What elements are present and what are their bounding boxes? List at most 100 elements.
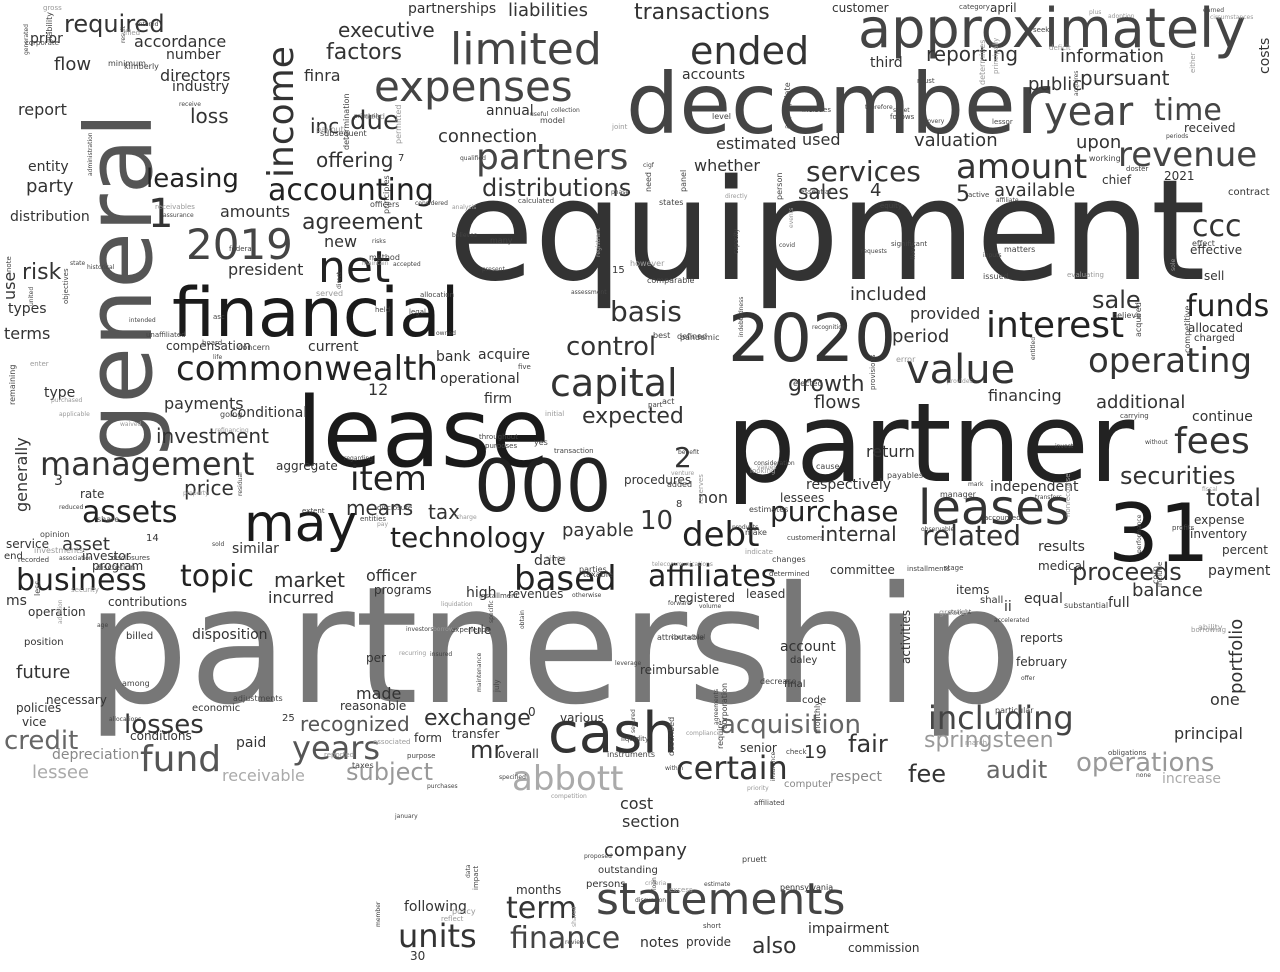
word-compensation: compensation	[166, 339, 251, 353]
word-partner: partner	[726, 379, 1135, 507]
word-small: shared	[571, 906, 578, 927]
word-ms: ms	[6, 593, 27, 609]
word-persons: persons	[586, 879, 626, 890]
word-revenues: revenues	[508, 587, 564, 601]
word-small: best	[653, 331, 671, 340]
word-conditions: conditions	[130, 729, 192, 743]
word-small: assessment	[571, 289, 607, 296]
word-small: error	[896, 355, 916, 364]
word-small: legal	[409, 308, 426, 316]
word-small: minimum	[108, 59, 146, 68]
word-proceeds: proceeds	[1072, 558, 1182, 586]
word-increase: increase	[1162, 771, 1222, 787]
word-overall: overall	[498, 747, 539, 761]
word-small: indicate	[745, 548, 773, 556]
word-sales: sales	[798, 180, 849, 204]
word-position: position	[24, 637, 64, 648]
word-small: believe	[1112, 311, 1142, 320]
word-small: effect	[1192, 239, 1215, 248]
word-small: taxable	[583, 570, 613, 579]
word-small: within	[665, 765, 684, 772]
word-reasonable: reasonable	[340, 699, 407, 713]
word-small: recognition	[812, 324, 846, 331]
word-small: filed	[125, 29, 141, 37]
word-commonwealth: commonwealth	[176, 349, 438, 389]
word-medical: medical	[1038, 559, 1086, 573]
word-independent: independent	[990, 479, 1079, 495]
word-notes: notes	[640, 935, 679, 951]
word-third: third	[870, 55, 903, 71]
word-small: attributable	[657, 633, 705, 642]
word-public: public	[1028, 74, 1083, 95]
word-small: review	[565, 939, 585, 946]
word-14: 14	[146, 533, 159, 544]
word-new: new	[324, 232, 358, 251]
word-small: performance	[1136, 514, 1143, 553]
word-one: one	[1210, 690, 1240, 709]
word-whether: whether	[694, 156, 760, 175]
word-small: borrow	[433, 626, 454, 633]
word-small: loan	[651, 877, 658, 890]
word-small: sole	[1170, 258, 1177, 271]
word-final: final	[784, 679, 806, 690]
word-small: offer	[1021, 675, 1035, 682]
word-information: information	[1060, 46, 1164, 67]
word-small: analysis	[452, 204, 477, 211]
word-small: contractual	[671, 634, 706, 641]
word-debt: debt	[682, 515, 760, 555]
word-small: venture	[671, 470, 695, 477]
word-0: 0	[528, 705, 536, 719]
word-small: extent	[302, 507, 325, 515]
word-respect: respect	[830, 769, 883, 785]
word-inventory: inventory	[1190, 527, 1248, 541]
word-small: adoption	[1108, 13, 1135, 20]
word-used: used	[802, 130, 841, 149]
word-partnerships: partnerships	[408, 1, 497, 17]
word-made: made	[356, 684, 402, 703]
word-small: looking	[750, 467, 776, 475]
word-time: time	[1154, 93, 1222, 128]
word-upon: upon	[1076, 132, 1122, 153]
word-small: permitted	[394, 104, 403, 144]
word-lease: lease	[296, 377, 550, 489]
word-tax: tax	[428, 500, 460, 524]
word-small: fiscal	[1202, 486, 1218, 493]
word-reimbursable: reimbursable	[640, 663, 720, 677]
word-small: assurance	[163, 212, 194, 219]
word-small: substantial	[1064, 601, 1109, 610]
word-connection: connection	[438, 126, 538, 147]
word-small: cigf	[643, 162, 654, 169]
word-small: seek	[1033, 26, 1050, 34]
word-topic: topic	[180, 559, 254, 594]
word-small: reduced	[59, 504, 84, 511]
word-small: principles	[382, 175, 391, 214]
word-pursuant: pursuant	[1080, 66, 1170, 90]
word-customer: customer	[832, 1, 889, 15]
word-small: allocation	[420, 291, 455, 299]
word-may: may	[244, 494, 358, 554]
word-small: payables	[887, 471, 924, 480]
word-additional: additional	[1096, 392, 1186, 413]
word-shall: shall	[980, 595, 1004, 606]
word-total: total	[1206, 484, 1261, 512]
word-small: directly	[725, 193, 748, 200]
word-small: recovery	[918, 118, 945, 125]
word-loss: loss	[190, 104, 229, 128]
word-small: united	[28, 286, 35, 306]
word-audit: audit	[986, 756, 1048, 784]
word-small: since	[545, 554, 566, 563]
word-exchange: exchange	[424, 706, 531, 731]
word-small: pay	[377, 521, 389, 528]
word-small: principally	[992, 37, 1000, 74]
word-small: transaction	[554, 447, 594, 455]
word-balance: balance	[1132, 580, 1203, 601]
word-small: recorded	[18, 556, 50, 564]
word-small: forward	[668, 600, 692, 607]
word-partnership: partnership	[86, 553, 1023, 741]
word-small: greater	[939, 608, 969, 617]
word-contract: contract	[1228, 187, 1270, 198]
word-5: 5	[956, 182, 970, 207]
word-small: mark	[968, 481, 984, 488]
word-small: secured	[630, 709, 637, 733]
word-small: believes	[452, 232, 477, 239]
